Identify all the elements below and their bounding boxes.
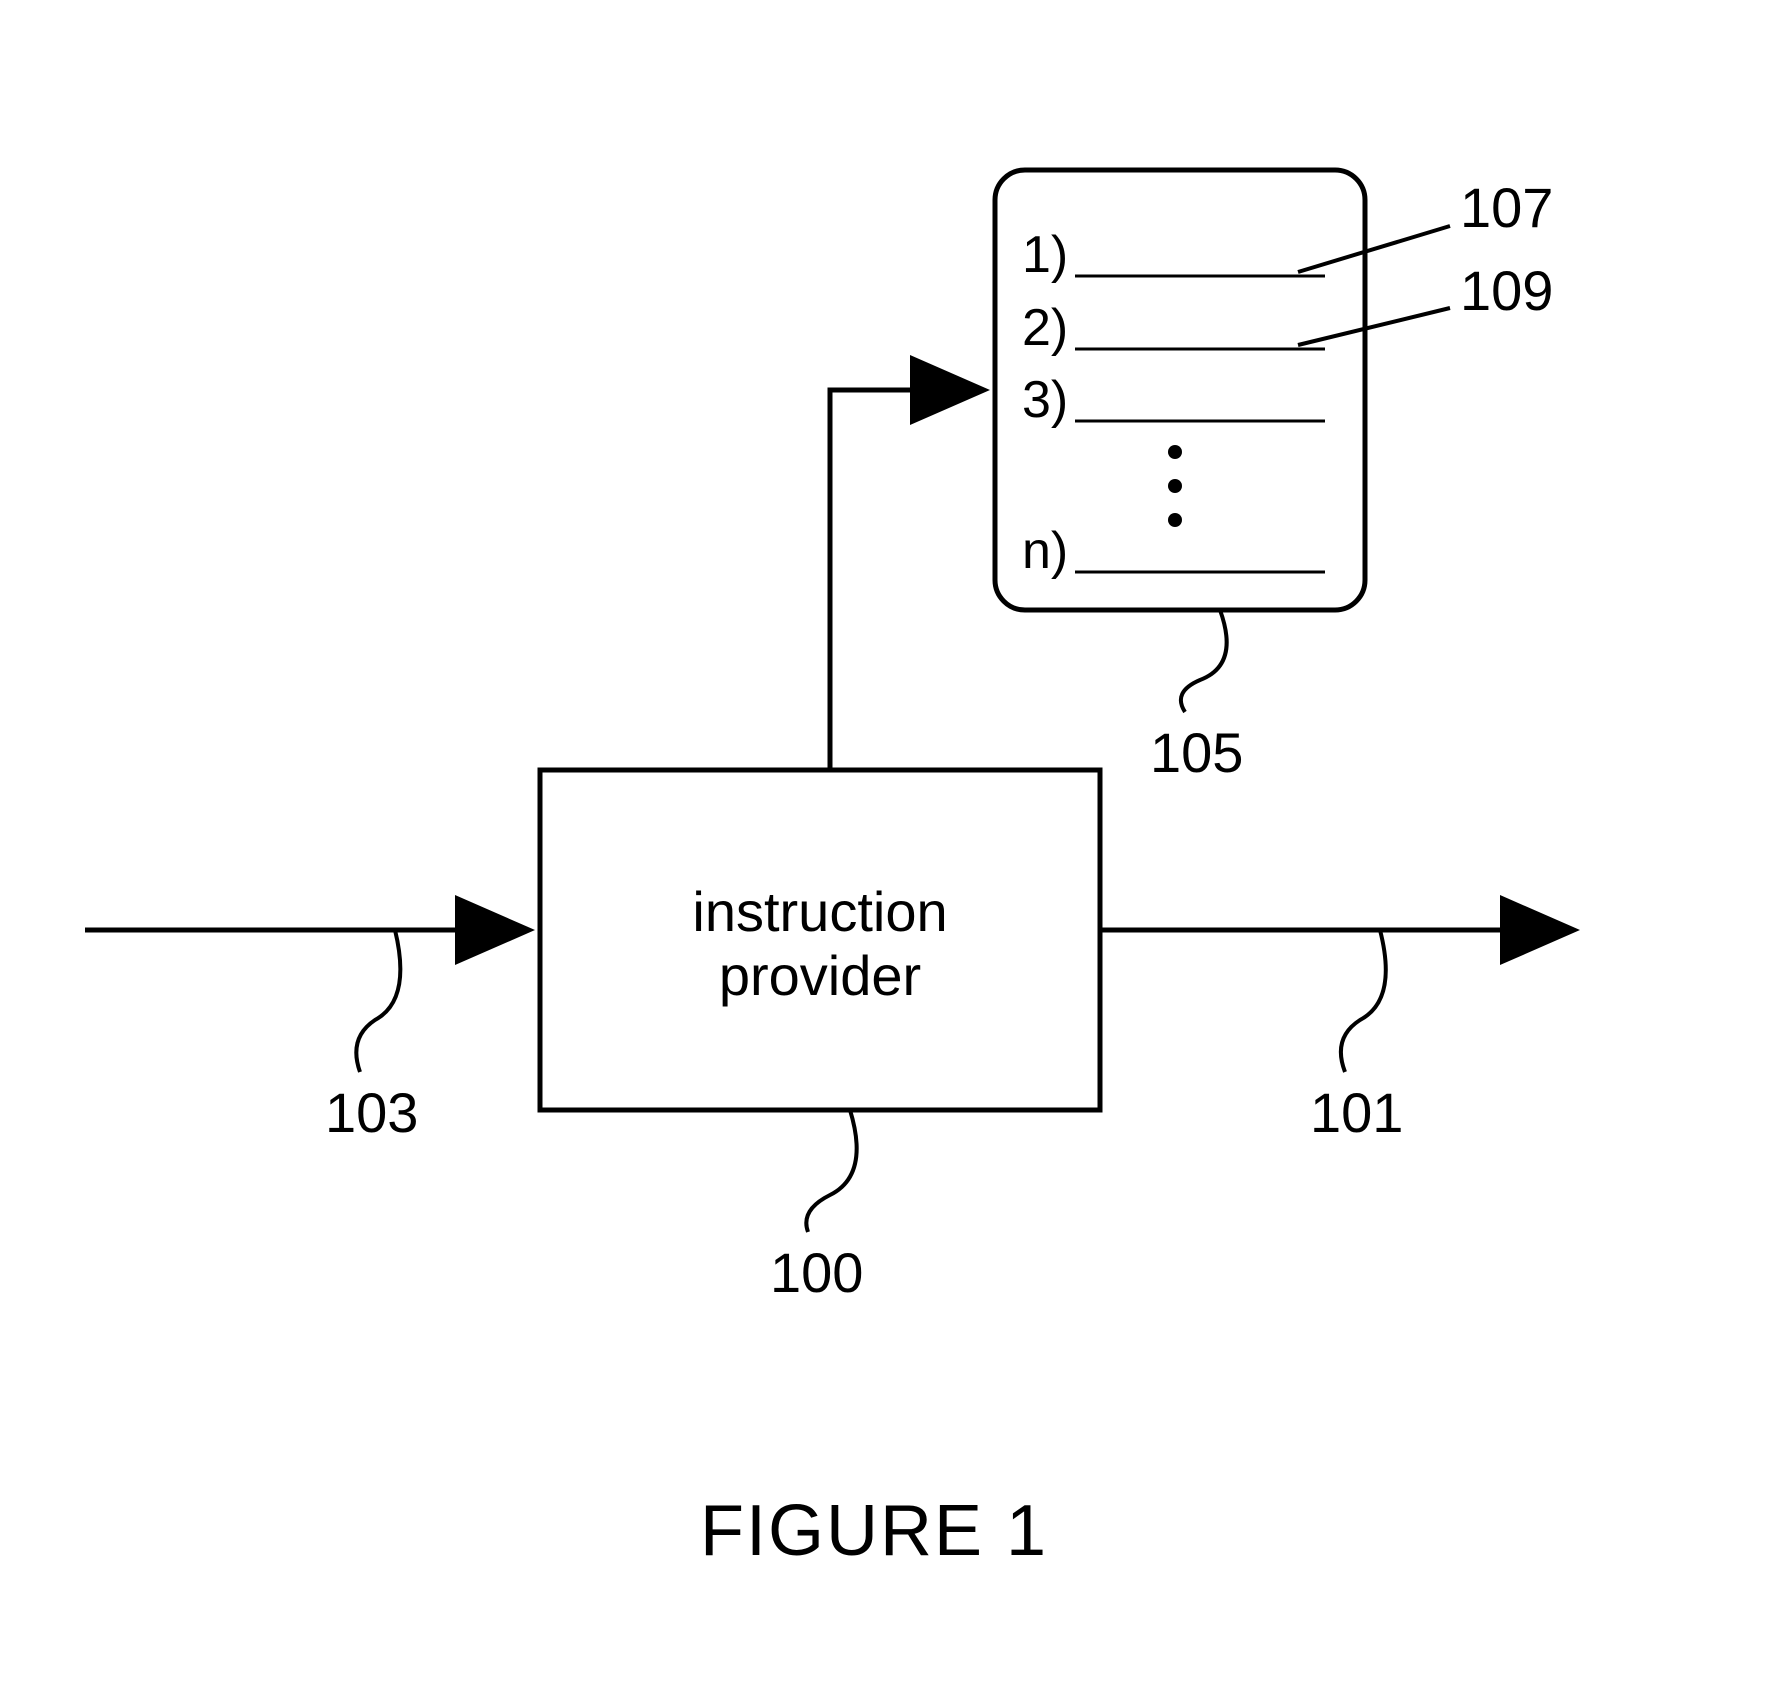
lead-103 bbox=[356, 930, 400, 1072]
list-num-n: n) bbox=[1022, 521, 1068, 581]
box-label-line1: instruction bbox=[692, 880, 947, 943]
ref-109: 109 bbox=[1460, 258, 1553, 323]
lead-101 bbox=[1341, 930, 1386, 1072]
list-num-3: 3) bbox=[1022, 370, 1068, 430]
lead-100 bbox=[806, 1110, 856, 1232]
ref-105: 105 bbox=[1150, 720, 1243, 785]
lead-109 bbox=[1298, 308, 1450, 345]
instruction-provider-label: instruction provider bbox=[540, 880, 1100, 1009]
lead-105 bbox=[1181, 610, 1227, 712]
ellipsis-dot bbox=[1168, 513, 1182, 527]
ref-101: 101 bbox=[1310, 1080, 1403, 1145]
list-num-2: 2) bbox=[1022, 298, 1068, 358]
list-num-1: 1) bbox=[1022, 225, 1068, 285]
ref-107: 107 bbox=[1460, 175, 1553, 240]
output-arrow-up bbox=[830, 390, 980, 770]
lead-107 bbox=[1298, 226, 1450, 272]
ellipsis-dot bbox=[1168, 445, 1182, 459]
diagram-canvas bbox=[0, 0, 1774, 1706]
figure-title: FIGURE 1 bbox=[700, 1490, 1048, 1572]
ellipsis-dot bbox=[1168, 479, 1182, 493]
box-label-line2: provider bbox=[719, 944, 921, 1007]
ref-103: 103 bbox=[325, 1080, 418, 1145]
ref-100: 100 bbox=[770, 1240, 863, 1305]
